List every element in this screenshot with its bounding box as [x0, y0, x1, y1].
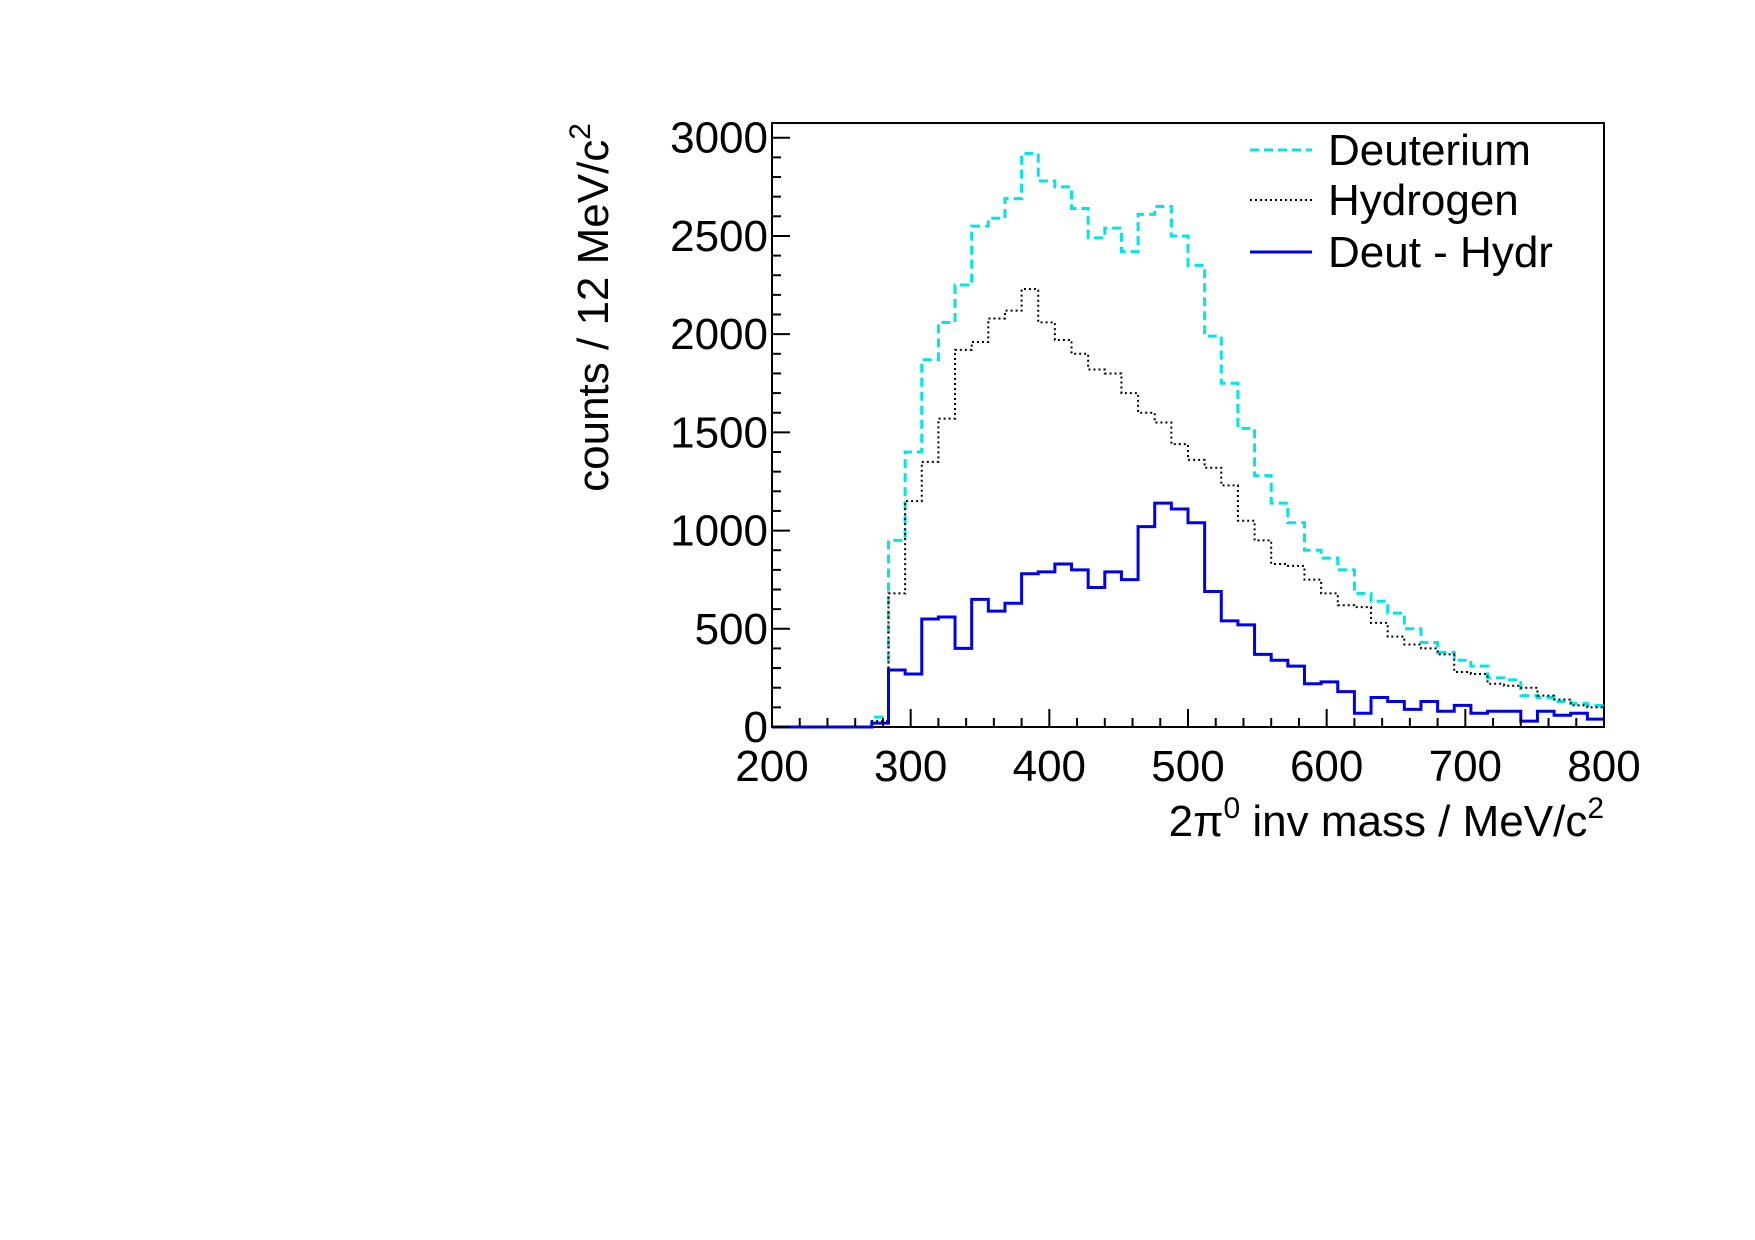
- series-layer: [772, 151, 1604, 729]
- x-axis-title-prefix-sup: 0: [1223, 792, 1240, 825]
- x-tick-label: 300: [874, 742, 947, 791]
- legend-label: Hydrogen: [1328, 176, 1519, 225]
- series-line-deut-hydr: [772, 501, 1604, 729]
- y-tick-label: 1000: [670, 507, 768, 556]
- x-axis-title: 2π0 inv mass / MeV/c2: [1169, 792, 1604, 846]
- y-axis-title-main: counts / 12 MeV/c: [569, 140, 618, 492]
- x-axis: 200 300 400 500 600 700 800: [735, 709, 1641, 791]
- y-axis-title: counts / 12 MeV/c2: [564, 123, 618, 492]
- legend-label: Deuterium: [1328, 126, 1531, 175]
- y-tick-label: 0: [744, 703, 768, 752]
- y-tick-label: 2000: [670, 310, 768, 359]
- x-tick-label: 700: [1429, 742, 1502, 791]
- x-axis-title-prefix: 2π: [1169, 797, 1224, 846]
- y-axis-title-sup: 2: [564, 123, 597, 140]
- series-line-deuterium: [772, 151, 1604, 729]
- y-tick-label: 2500: [670, 212, 768, 261]
- y-tick-label: 500: [695, 605, 768, 654]
- x-tick-label: 500: [1151, 742, 1224, 791]
- x-tick-label: 200: [735, 742, 808, 791]
- x-axis-title-main: inv mass / MeV/c: [1240, 797, 1587, 846]
- y-axis: 0 500 1000 1500 2000 2500 3000: [670, 114, 790, 752]
- x-tick-label: 800: [1567, 742, 1640, 791]
- y-tick-label: 3000: [670, 114, 768, 163]
- series-line-hydrogen: [772, 287, 1604, 728]
- x-tick-label: 600: [1290, 742, 1363, 791]
- x-tick-label: 400: [1013, 742, 1086, 791]
- y-tick-label: 1500: [670, 408, 768, 457]
- x-axis-title-sup: 2: [1587, 792, 1604, 825]
- legend-label: Deut - Hydr: [1328, 228, 1553, 277]
